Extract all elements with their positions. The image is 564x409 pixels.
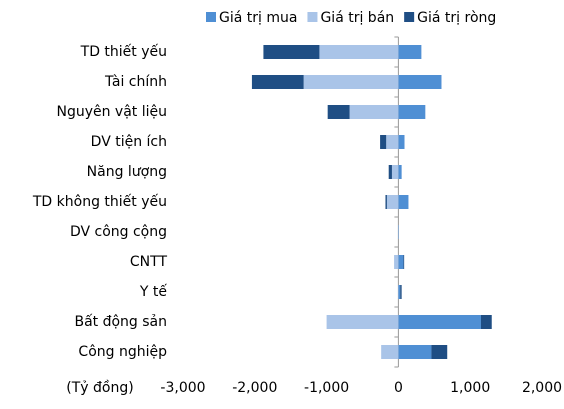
bar: [392, 165, 398, 179]
legend-swatch: [307, 12, 317, 22]
bar: [398, 105, 425, 119]
legend-label: Giá trị bán: [320, 10, 394, 26]
y-tick-label: Nguyên vật liệu: [56, 104, 167, 120]
y-tick-label: DV công cộng: [70, 224, 167, 240]
bar: [327, 315, 399, 329]
bar: [350, 105, 399, 119]
y-tick-label: TD không thiết yếu: [32, 193, 167, 210]
bar: [398, 165, 401, 179]
y-tick-label: Tài chính: [104, 74, 167, 90]
bar: [398, 195, 408, 209]
y-tick-label: Công nghiệp: [78, 344, 167, 360]
x-axis-label: (Tỷ đồng): [66, 379, 133, 396]
bar: [263, 45, 319, 59]
bar: [400, 285, 401, 299]
legend-swatch: [404, 12, 414, 22]
y-tick-label: Y tế: [139, 283, 167, 300]
bar: [252, 75, 304, 89]
bar: [319, 45, 398, 59]
bar: [385, 195, 386, 209]
bar: [380, 135, 386, 149]
bar: [398, 75, 441, 89]
bar: [481, 315, 492, 329]
bar: [398, 285, 400, 299]
bar: [389, 165, 392, 179]
bar: [403, 255, 404, 269]
bar: [328, 105, 350, 119]
bar: [398, 345, 431, 359]
x-tick-label: -3,000: [160, 380, 205, 396]
y-tick-label: TD thiết yếu: [80, 43, 167, 60]
x-tick-label: 0: [394, 380, 403, 396]
legend-label: Giá trị ròng: [417, 10, 496, 26]
legend-label: Giá trị mua: [219, 10, 297, 26]
y-tick-label: CNTT: [130, 254, 168, 270]
bar: [398, 135, 404, 149]
bar: [398, 315, 481, 329]
bar: [386, 135, 398, 149]
y-tick-label: Năng lượng: [87, 164, 167, 180]
y-tick-label: Bất động sản: [74, 314, 167, 330]
x-tick-label: 2,000: [522, 380, 562, 396]
bar: [398, 255, 403, 269]
bar: [381, 345, 398, 359]
bar: [387, 195, 398, 209]
legend-swatch: [206, 12, 216, 22]
bar: [304, 75, 399, 89]
x-tick-label: -1,000: [304, 380, 349, 396]
bar: [394, 255, 398, 269]
x-tick-label: 1,000: [450, 380, 490, 396]
x-tick-label: -2,000: [232, 380, 277, 396]
y-tick-label: DV tiện ích: [91, 134, 167, 150]
bar: [398, 45, 421, 59]
bar: [431, 345, 447, 359]
